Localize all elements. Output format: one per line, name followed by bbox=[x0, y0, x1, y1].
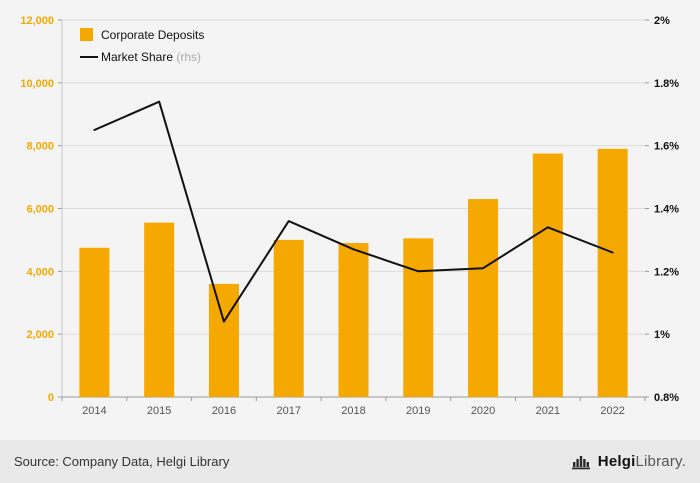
x-axis-label: 2021 bbox=[536, 405, 560, 417]
right-axis-label: 1% bbox=[654, 329, 670, 341]
left-axis-label: 6,000 bbox=[26, 204, 54, 216]
helgi-logo-icon bbox=[571, 455, 590, 469]
bar-2020 bbox=[468, 199, 499, 397]
right-axis-label: 1.8% bbox=[654, 78, 679, 90]
bar-2021 bbox=[532, 153, 563, 397]
left-axis-label: 8,000 bbox=[26, 141, 54, 153]
left-axis-label: 12,000 bbox=[20, 15, 54, 27]
chart: 0 2,000 4,000 6,000 8,000 10,000 12,000 0.8% 1% 1… bbox=[20, 15, 679, 417]
x-axis-label: 2015 bbox=[147, 405, 171, 417]
bar-2014 bbox=[79, 247, 110, 397]
legend-line-label: Market Share (rhs) bbox=[101, 50, 201, 64]
bar-2018 bbox=[338, 243, 369, 397]
bar-2015 bbox=[144, 222, 175, 397]
x-axis-label: 2022 bbox=[600, 405, 624, 417]
right-axis-label: 1.6% bbox=[654, 141, 679, 153]
source-text: Source: Company Data, Helgi Library bbox=[14, 454, 230, 469]
helgi-library-logo: HelgiLibrary. bbox=[571, 453, 686, 470]
x-axis-label: 2020 bbox=[471, 405, 495, 417]
legend-bar-label: Corporate Deposits bbox=[101, 28, 204, 42]
legend-bar-swatch bbox=[80, 28, 93, 41]
left-axis-label: 4,000 bbox=[26, 266, 54, 278]
bar-2022 bbox=[597, 148, 628, 397]
right-axis-label: 2% bbox=[654, 15, 670, 27]
x-axis-label: 2016 bbox=[212, 405, 236, 417]
left-axis-label: 0 bbox=[48, 392, 54, 404]
right-axis-label: 1.4% bbox=[654, 204, 679, 216]
x-axis-label: 2014 bbox=[82, 405, 106, 417]
left-axis-label: 2,000 bbox=[26, 329, 54, 341]
x-axis-label: 2019 bbox=[406, 405, 430, 417]
left-axis-label: 10,000 bbox=[20, 78, 54, 90]
chart-canvas: 0 2,000 4,000 6,000 8,000 10,000 12,000 0.8% 1% 1… bbox=[20, 15, 679, 417]
logo-library: Library. bbox=[635, 453, 686, 470]
bar-2016 bbox=[208, 283, 239, 397]
right-axis-label: 1.2% bbox=[654, 266, 679, 278]
logo-helgi: Helgi bbox=[597, 453, 636, 470]
x-axis-label: 2017 bbox=[276, 405, 300, 417]
bar-2019 bbox=[403, 238, 434, 397]
logo-text: HelgiLibrary. bbox=[598, 453, 686, 470]
x-axis-label: 2018 bbox=[341, 405, 365, 417]
footer: Source: Company Data, Helgi Library Helg… bbox=[0, 440, 700, 483]
market-share-line bbox=[93, 100, 614, 323]
bar-2017 bbox=[273, 239, 304, 397]
right-axis-label: 0.8% bbox=[654, 392, 679, 404]
